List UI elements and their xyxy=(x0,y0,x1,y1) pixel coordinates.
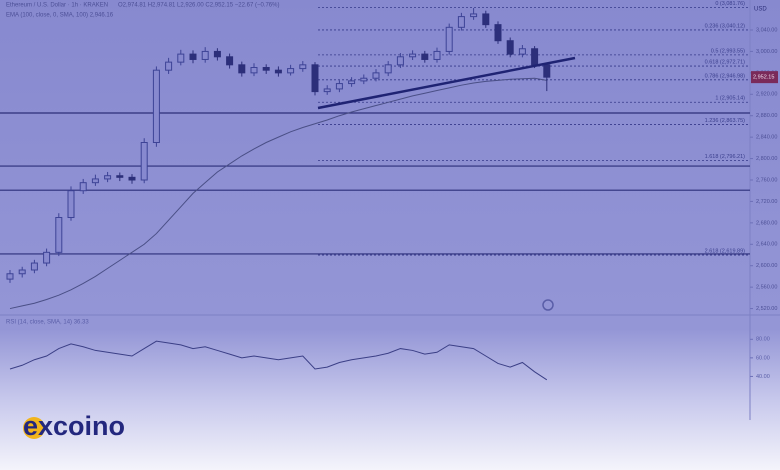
y-tick-label: 2,760.00 xyxy=(756,177,777,183)
candle-body xyxy=(372,72,380,79)
y-tick-label: 2,720.00 xyxy=(756,199,777,205)
settings-icon[interactable] xyxy=(542,299,554,311)
candle-body xyxy=(409,53,417,58)
ema-label: EMA (100, close, 0, SMA, 100) 2,946.16 xyxy=(6,13,114,19)
candle-body xyxy=(152,69,160,143)
candle-body xyxy=(396,56,404,66)
candle-body xyxy=(6,273,14,280)
candle-body xyxy=(531,48,539,66)
candle-body xyxy=(79,182,87,192)
candle-body xyxy=(140,142,148,181)
rsi-line xyxy=(9,340,548,381)
candle-body xyxy=(104,175,112,180)
candle-body xyxy=(189,53,197,60)
y-tick-label: 3,000.00 xyxy=(756,49,777,55)
candle-body xyxy=(250,67,258,74)
candle-body xyxy=(348,80,356,85)
fib-label: 0.5 (2,993.55) xyxy=(711,48,745,54)
candle-body xyxy=(67,190,75,218)
fib-label: 1.618 (2,796.21) xyxy=(705,154,746,160)
logo: excoino xyxy=(23,411,125,441)
y-tick-label: 2,800.00 xyxy=(756,156,777,162)
candle-body xyxy=(384,64,392,74)
candle-body xyxy=(421,53,429,60)
candle-body xyxy=(457,16,465,28)
candle-body xyxy=(226,56,234,66)
candle-body xyxy=(177,53,185,63)
price-tag-label: 2,952.15 xyxy=(753,75,774,81)
candle-body xyxy=(335,83,343,90)
y-tick-label: 2,520.00 xyxy=(756,306,777,312)
candle-body xyxy=(311,64,319,93)
logo-coin xyxy=(23,417,45,439)
candle-body xyxy=(262,67,270,71)
candle-body xyxy=(323,88,331,93)
candle-body xyxy=(274,69,282,74)
trend-line xyxy=(317,56,576,110)
y-tick-label: 2,600.00 xyxy=(756,263,777,269)
candle-body xyxy=(128,176,136,181)
y-tick-label: 2,920.00 xyxy=(756,92,777,98)
candle-body xyxy=(470,13,478,18)
candle-body xyxy=(91,178,99,184)
candle-body xyxy=(506,40,514,55)
candle-body xyxy=(360,77,368,82)
rsi-tick-label: 60.00 xyxy=(756,355,770,361)
y-tick-label: 2,560.00 xyxy=(756,285,777,291)
candle-body xyxy=(445,26,453,52)
fib-label: 1.236 (2,863.75) xyxy=(705,118,746,124)
fib-label: 0.786 (2,946.98) xyxy=(705,73,746,79)
y-tick-label: 2,840.00 xyxy=(756,135,777,141)
rsi-tick-label: 80.00 xyxy=(756,337,770,343)
candle-body xyxy=(482,13,490,26)
candle-body xyxy=(299,64,307,70)
fib-label: 1 (2,905.14) xyxy=(715,96,745,102)
rsi-label: RSI (14, close, SMA, 14) 36.33 xyxy=(6,320,89,326)
fib-label: 0 (3,081.76) xyxy=(715,1,745,7)
ema-line xyxy=(9,77,547,310)
currency-label: USD xyxy=(754,7,767,13)
candle-body xyxy=(518,48,526,55)
y-tick-label: 2,680.00 xyxy=(756,220,777,226)
candle-body xyxy=(494,24,502,42)
candle-body xyxy=(43,251,51,264)
candle-body xyxy=(238,64,246,74)
price-tag xyxy=(751,71,778,84)
candle-body xyxy=(18,269,26,275)
candle-body xyxy=(433,50,441,60)
candle-body xyxy=(543,64,551,78)
y-tick-label: 3,040.00 xyxy=(756,27,777,33)
chart-title: Ethereum / U.S. Dollar · 1h · KRAKEN xyxy=(6,3,108,9)
y-tick-label: 2,880.00 xyxy=(756,113,777,119)
fib-label: 2.618 (2,619.89) xyxy=(705,249,746,255)
rsi-tick-label: 40.00 xyxy=(756,374,770,380)
fib-label: 0.236 (3,040.12) xyxy=(705,23,746,29)
candle-body xyxy=(55,217,63,253)
candle-body xyxy=(287,68,295,74)
candle-body xyxy=(116,175,124,178)
y-tick-label: 2,640.00 xyxy=(756,242,777,248)
ohlc-label: O2,974.81 H2,974.81 L2,926.00 C2,952.15 … xyxy=(118,3,279,9)
candle-body xyxy=(165,61,173,71)
fib-label: 0.618 (2,972.71) xyxy=(705,60,746,66)
main-pane: 3,040.003,000.002,960.002,920.002,880.00… xyxy=(0,1,778,381)
candle-body xyxy=(30,262,38,271)
candle-body xyxy=(213,50,221,58)
candle-body xyxy=(201,50,209,60)
